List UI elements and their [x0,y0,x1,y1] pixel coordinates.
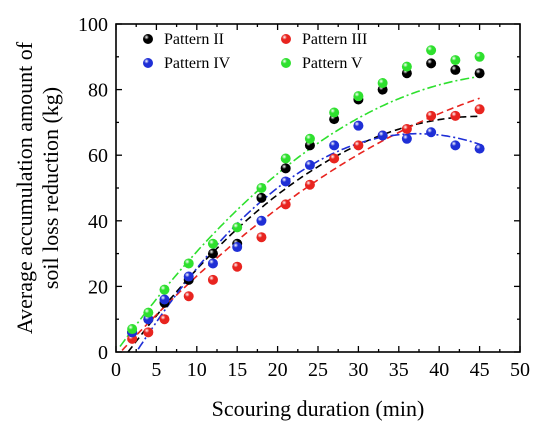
x-tick-label: 5 [151,359,161,381]
data-point-series-4 [127,324,138,335]
data-point-series-2 [207,274,218,285]
data-point-series-2 [426,110,437,121]
x-tick-label: 40 [429,359,449,381]
fit-curve-3 [137,132,480,350]
legend-label: Pattern V [302,55,363,72]
data-point-series-3 [207,258,218,269]
legend-label: Pattern IV [164,55,231,72]
x-tick-label: 15 [227,359,247,381]
x-tick-label: 0 [111,359,121,381]
data-point-series-3 [401,133,412,144]
fit-curve-1 [127,115,480,353]
data-point-series-3 [474,143,485,154]
data-point-series-1 [207,248,218,259]
x-tick-label: 30 [348,359,368,381]
x-tick-label: 35 [389,359,409,381]
data-point-series-4 [304,133,315,144]
data-point-series-2 [401,123,412,134]
data-point-series-2 [329,153,340,164]
data-point-series-3 [329,140,340,151]
data-point-series-1 [280,163,291,174]
data-point-series-3 [183,271,194,282]
y-tick-label: 60 [88,145,108,167]
data-point-series-4 [183,258,194,269]
plot-frame [115,23,521,353]
y-tick-label: 100 [78,14,108,36]
data-point-series-1 [256,192,267,203]
data-point-series-4 [426,45,437,56]
data-point-series-4 [353,91,364,102]
x-axis-title: Scouring duration (min) [212,396,425,421]
data-point-series-3 [353,120,364,131]
data-point-series-4 [207,238,218,249]
x-tick-label: 10 [187,359,207,381]
legend-marker [143,58,153,68]
data-point-series-2 [280,199,291,210]
data-point-series-3 [280,176,291,187]
legend-marker [143,34,153,44]
axes: 0 5 10 15 20 25 30 35 40 45 50 0 20 40 60 80 100 [78,14,530,381]
data-point-series-4 [280,153,291,164]
legend-marker [281,34,291,44]
y-axis-title: Average accumulation amount ofsoil loss … [12,41,63,334]
legend-marker [281,58,291,68]
legend-label: Pattern III [302,31,367,48]
y-tick-label: 20 [88,276,108,298]
y-axis-title-line: soil loss reduction (kg) [38,87,63,289]
data-point-series-4 [256,183,267,193]
data-point-series-3 [450,140,461,151]
data-point-series-3 [426,127,437,138]
data-point-series-2 [143,327,154,338]
x-tick-label: 50 [510,359,530,381]
data-point-series-2 [232,261,243,272]
data-point-series-2 [353,140,364,151]
legend-label: Pattern II [164,31,224,48]
data-point-series-4 [474,51,485,62]
data-point-series-4 [159,284,170,295]
axis-titles: Scouring duration (min) Average accumulat… [12,41,424,421]
y-tick-label: 0 [98,342,108,364]
y-tick-label: 80 [88,80,108,102]
fit-curve-4 [119,75,480,347]
data-point-series-2 [450,110,461,121]
x-tick-label: 20 [268,359,288,381]
fit-curves [119,75,480,353]
y-tick-label: 40 [88,211,108,233]
data-point-series-2 [183,291,194,302]
fit-curve-2 [121,97,480,351]
data-point-series-4 [143,307,154,318]
data-points [127,45,485,344]
x-tick-label: 25 [308,359,328,381]
x-tick-label: 45 [470,359,490,381]
y-axis-title-line: Average accumulation amount of [12,41,37,334]
legend: Pattern II Pattern III Pattern IV Pattern V [143,31,367,72]
data-point-series-3 [159,294,170,305]
data-point-series-3 [304,160,315,171]
data-point-series-2 [159,314,170,325]
data-point-series-2 [256,232,267,243]
data-point-series-3 [232,242,243,253]
data-point-series-3 [377,130,388,141]
data-point-series-1 [426,58,437,69]
data-point-series-1 [474,68,485,79]
data-point-series-4 [232,222,243,233]
data-point-series-2 [304,179,315,190]
data-point-series-4 [450,55,461,66]
data-point-series-1 [450,64,461,75]
data-point-series-3 [256,215,267,226]
data-point-series-2 [474,104,485,115]
data-point-series-4 [377,78,388,89]
data-point-series-4 [329,107,340,118]
data-point-series-4 [401,61,412,72]
